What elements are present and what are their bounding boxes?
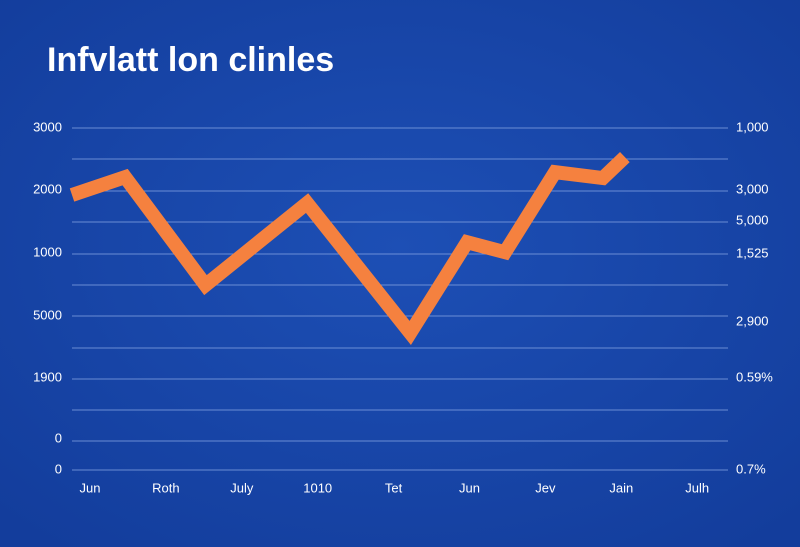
y-tick-label: 3000 [33, 119, 62, 134]
y-tick-label: 2000 [33, 181, 62, 196]
x-tick-label: Roth [152, 480, 179, 495]
y2-tick-label: 0.59% [736, 369, 773, 384]
y2-tick-label: 1,525 [736, 245, 769, 260]
y-tick-label: 0 [55, 430, 62, 445]
x-tick-label: Jev [535, 480, 556, 495]
y2-tick-label: 1,000 [736, 119, 769, 134]
y-tick-label: 1900 [33, 369, 62, 384]
y2-tick-label: 0.7% [736, 461, 766, 476]
data-line [69, 152, 630, 346]
x-tick-label: Jun [459, 480, 480, 495]
y-tick-label: 1000 [33, 244, 62, 259]
x-tick-label: Tet [385, 480, 403, 495]
y-tick-label: 5000 [33, 307, 62, 322]
y2-tick-label: 2,900 [736, 313, 769, 328]
y2-tick-label: 3,000 [736, 181, 769, 196]
x-tick-label: July [230, 480, 254, 495]
x-tick-label: Julh [685, 480, 709, 495]
chart-title: Infvlatt lon clinles [47, 41, 334, 79]
y2-tick-label: 5,000 [736, 212, 769, 227]
x-tick-label: Jain [609, 480, 633, 495]
y-tick-label: 0 [55, 461, 62, 476]
x-tick-label: Jun [80, 480, 101, 495]
x-tick-label: 1010 [303, 480, 332, 495]
